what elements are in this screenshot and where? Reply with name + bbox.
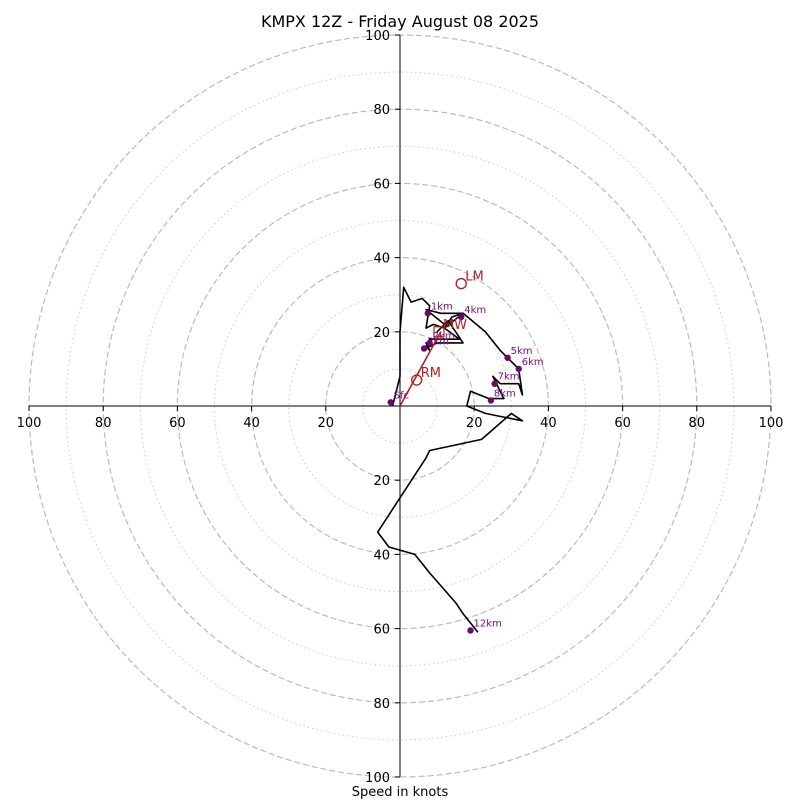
storm-motion-markers: LM MW RM (410, 270, 484, 386)
y-tick-label: 80 (373, 103, 390, 118)
y-tick-label: 80 (373, 697, 390, 712)
height-marker-Sfc (387, 399, 394, 406)
x-tick-label: 100 (759, 416, 784, 431)
y-tick-label: 20 (373, 474, 390, 489)
storm-marker-LM (455, 277, 467, 290)
x-tick-label: 20 (318, 416, 335, 431)
height-label-5km: 5km (511, 346, 533, 357)
height-marker-8km (487, 397, 495, 404)
height-label-7km: 7km (498, 372, 520, 383)
storm-label-LM: LM (465, 270, 483, 285)
x-tick-label: 20 (466, 416, 483, 431)
chart-title: KMPX 12Z - Friday August 08 2025 (261, 12, 539, 31)
storm-label-MW: MW (443, 318, 467, 333)
height-marker-6km (515, 365, 522, 373)
storm-marker-MW (433, 326, 445, 338)
height-marker-7km (491, 380, 498, 387)
tick-labels: 100 80 60 40 20 20 40 60 80 100 100 80 60 40 20 20 40 60 8… (17, 29, 784, 786)
height-label-6km: 6km (522, 357, 544, 368)
height-marker-1km (424, 310, 432, 317)
height-label-8km: 8km (494, 388, 516, 399)
x-tick-label: 40 (243, 416, 260, 431)
x-tick-label: 40 (540, 416, 557, 431)
height-marker-4km (458, 313, 465, 321)
height-marker-5km (504, 354, 511, 361)
x-tick-label: 80 (689, 416, 706, 431)
hodograph-line (376, 286, 524, 633)
y-tick-label: 40 (373, 252, 390, 267)
y-tick-label: 100 (365, 29, 390, 44)
height-label-12km: 12km (473, 618, 501, 629)
height-label-1km: 1km (431, 301, 453, 312)
x-tick-label: 60 (614, 416, 631, 431)
hodograph-traces (376, 286, 524, 633)
height-label-3km: 3km (427, 336, 449, 347)
y-tick-label: 60 (373, 177, 390, 192)
height-label-Sfc: Sfc (394, 390, 409, 401)
y-tick-label: 40 (373, 548, 390, 563)
height-marker-2km (426, 339, 433, 347)
height-marker-3km (420, 345, 428, 352)
storm-motion-vector (399, 331, 442, 407)
x-tick-label: 80 (95, 416, 112, 431)
x-tick-label: 100 (17, 416, 42, 431)
y-tick-label: 60 (373, 623, 390, 638)
storm-label-RM: RM (421, 366, 441, 381)
height-marker-12km (467, 627, 474, 634)
x-axis-label: Speed in knots (352, 785, 449, 800)
height-label-4km: 4km (464, 305, 486, 316)
y-tick-label: 20 (373, 326, 390, 341)
storm-marker-RM (410, 374, 423, 386)
y-tick-label: 100 (365, 771, 390, 786)
x-tick-label: 60 (169, 416, 186, 431)
